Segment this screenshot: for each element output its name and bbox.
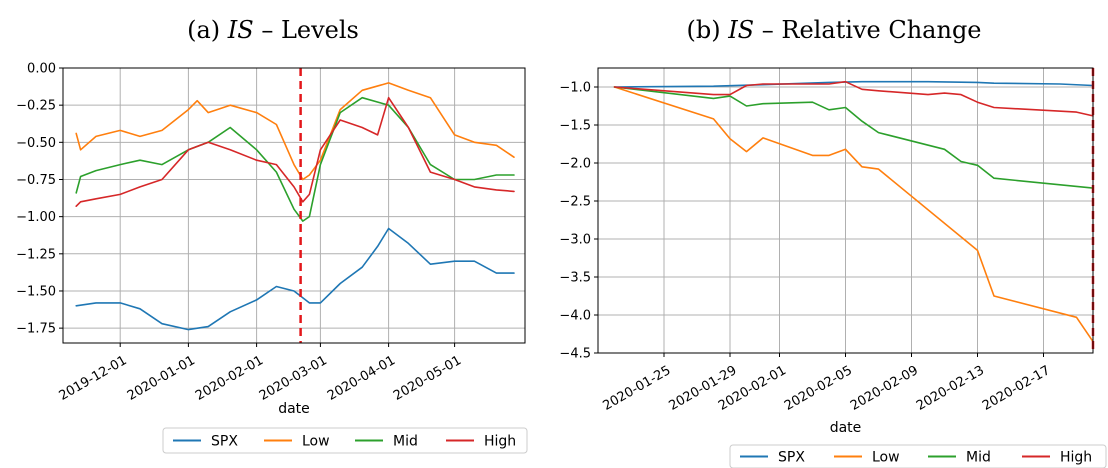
- title-variable: IS: [227, 16, 254, 44]
- legend-box: [162, 427, 528, 454]
- y-tick-label: −0.50: [16, 136, 56, 151]
- title-prefix: (b): [686, 16, 728, 44]
- y-tick-label: −1.0: [559, 81, 591, 96]
- y-tick-label: 0.00: [27, 62, 56, 77]
- chart-title: (a) IS – Levels: [187, 16, 359, 44]
- y-tick-label: −2.5: [559, 195, 591, 210]
- series-line-mid: [75, 96, 515, 222]
- legend-box: [729, 444, 1107, 468]
- legend-label-high: High: [484, 434, 516, 450]
- y-tick-label: −3.0: [559, 233, 591, 248]
- series-line-spx: [613, 80, 1094, 88]
- y-tick-label: −0.75: [16, 173, 56, 188]
- x-tick-label: 2020-02-09: [848, 363, 921, 414]
- y-tick-label: −4.0: [559, 309, 591, 324]
- x-tick-label: 2020-05-01: [391, 353, 464, 404]
- series-line-spx: [75, 227, 515, 331]
- series-line-high: [75, 96, 515, 207]
- chart-title: (b) IS – Relative Change: [686, 16, 981, 44]
- legend-label-low: Low: [302, 434, 330, 450]
- title-suffix: – Relative Change: [754, 16, 981, 44]
- y-tick-label: −0.25: [16, 99, 56, 114]
- x-axis-label: date: [278, 401, 310, 417]
- series-line-low: [613, 86, 1094, 343]
- x-tick-label: 2019-12-01: [57, 353, 130, 404]
- series-line-high: [613, 80, 1094, 117]
- title-suffix: – Levels: [254, 16, 359, 44]
- title-prefix: (a): [187, 16, 228, 44]
- x-axis-label: date: [830, 420, 862, 436]
- x-tick-label: 2020-02-05: [782, 363, 855, 414]
- x-tick-label: 2020-02-01: [193, 353, 266, 404]
- x-tick-label: 2020-01-01: [125, 353, 198, 404]
- legend-label-high: High: [1060, 450, 1092, 466]
- x-tick-label: 2020-02-17: [980, 363, 1053, 414]
- legend-label-mid: Mid: [393, 434, 418, 450]
- legend-label-spx: SPX: [211, 434, 238, 450]
- x-tick-label: 2020-03-01: [257, 353, 330, 404]
- legend-label-low: Low: [872, 450, 900, 466]
- chart-panel-a: (a) IS – Levels 0.00 −0.25 −0.50 −0.75 −1.00 −…: [16, 16, 528, 454]
- y-tick-label: −1.25: [16, 247, 56, 262]
- x-tick-label: 2020-04-01: [325, 353, 398, 404]
- legend: SPX Low Mid High: [162, 427, 528, 454]
- legend-label-mid: Mid: [966, 450, 991, 466]
- series-line-mid: [613, 86, 1094, 189]
- legend: SPX Low Mid High: [729, 444, 1107, 468]
- y-tick-label: −3.5: [559, 271, 591, 286]
- y-tick-label: −1.50: [16, 284, 56, 299]
- plot-frame: [62, 67, 526, 344]
- y-tick-label: −1.75: [16, 322, 56, 337]
- y-tick-label: −1.00: [16, 210, 56, 225]
- series-line-low: [75, 82, 515, 181]
- title-variable: IS: [727, 16, 754, 44]
- x-tick-label: 2020-01-25: [600, 363, 673, 414]
- y-tick-label: −1.5: [559, 119, 591, 134]
- chart-panel-b: (b) IS – Relative Change −1.0 −1.5 −2.0 −2.5…: [559, 16, 1107, 468]
- legend-label-spx: SPX: [778, 450, 805, 466]
- x-tick-label: 2020-02-13: [914, 363, 987, 414]
- y-tick-label: −2.0: [559, 157, 591, 172]
- y-tick-label: −4.5: [559, 347, 591, 362]
